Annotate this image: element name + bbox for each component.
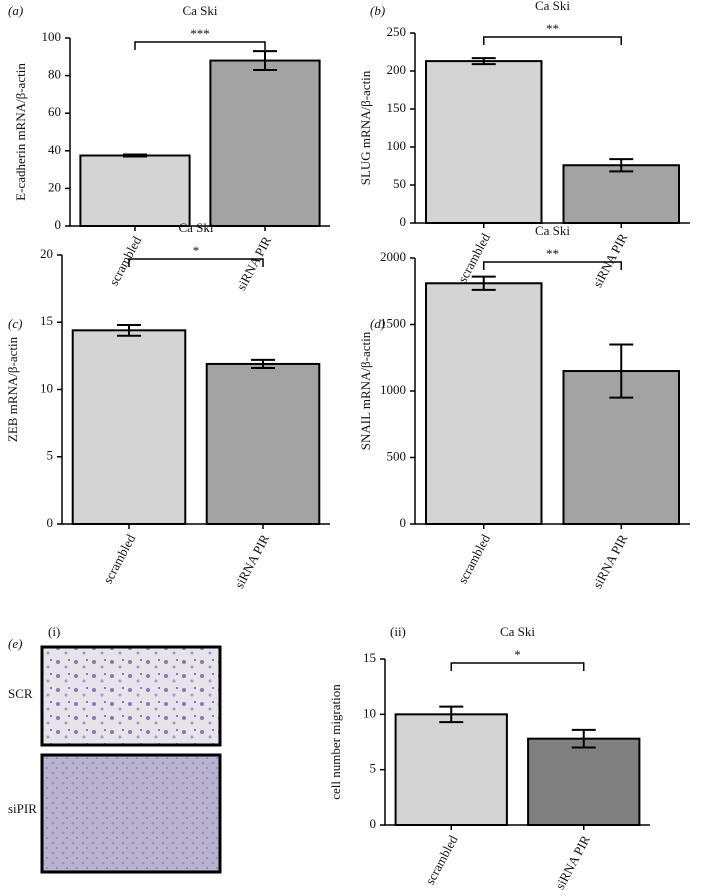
panel-label: (a) — [8, 3, 23, 18]
x-tick-label: scrambled — [106, 233, 145, 288]
y-axis-label: cell number migration — [328, 684, 343, 800]
significance-bracket — [134, 41, 266, 50]
significance: ** — [546, 21, 559, 36]
y-tick-label: 15 — [363, 650, 376, 665]
bar — [205, 362, 321, 525]
error-bar — [253, 50, 277, 71]
micrograph — [40, 645, 222, 747]
y-tick-label: 0 — [370, 816, 377, 831]
y-tick-label: 500 — [387, 448, 407, 463]
y-tick-label: 0 — [55, 217, 62, 232]
bar — [562, 164, 680, 225]
significance: * — [193, 243, 200, 258]
y-tick-label: 20 — [40, 246, 53, 261]
panel-label: (b) — [370, 3, 385, 18]
y-axis-label: E-cadherin mRNA/β-actin — [13, 63, 28, 201]
x-tick-label: siRNA PIR — [590, 531, 631, 590]
y-axis-label: SNAIL mRNA/β-actin — [358, 331, 373, 450]
axis — [61, 255, 330, 525]
y-tick-label: 1500 — [380, 315, 406, 330]
significance: ** — [546, 246, 559, 261]
y-tick-label: 10 — [363, 705, 376, 720]
y-tick-label: 1000 — [380, 382, 406, 397]
y-tick-label: 150 — [387, 100, 407, 115]
micrograph — [40, 753, 222, 874]
panel-sublabel: (i) — [48, 624, 60, 639]
bar — [71, 329, 187, 525]
axis — [69, 38, 330, 227]
y-tick-label: 80 — [48, 67, 61, 82]
axis — [384, 659, 650, 826]
y-tick-label: 10 — [40, 380, 53, 395]
error-bar — [571, 728, 596, 749]
error-bar — [123, 153, 147, 158]
chart-title: Ca Ski — [535, 0, 570, 13]
x-tick-label: siRNA PIR — [233, 233, 274, 292]
x-tick-label: scrambled — [422, 832, 461, 887]
x-tick-label: scrambled — [455, 531, 494, 586]
y-tick-label: 2000 — [380, 249, 406, 264]
error-bar — [609, 158, 634, 173]
chart-title: Ca Ski — [535, 223, 570, 238]
y-axis-label: ZEB mRNA/β-actin — [5, 336, 20, 442]
y-tick-label: 250 — [387, 24, 407, 39]
x-tick-label: siRNA PIR — [590, 230, 631, 289]
panel-label: (c) — [8, 316, 22, 331]
bar — [79, 154, 191, 227]
image-label: siPIR — [8, 801, 37, 816]
error-bar — [251, 358, 275, 369]
x-tick-label: siRNA PIR — [552, 832, 593, 891]
error-bar — [439, 705, 464, 724]
y-tick-label: 15 — [40, 313, 53, 328]
axis — [414, 33, 690, 224]
error-bar — [117, 323, 141, 337]
significance-bracket — [450, 662, 585, 671]
bar — [425, 60, 543, 225]
error-bar — [471, 275, 496, 291]
error-bar — [609, 343, 634, 399]
y-tick-label: 40 — [48, 142, 61, 157]
y-tick-label: 50 — [393, 176, 406, 191]
image-label: SCR — [8, 686, 33, 701]
bar — [425, 282, 543, 525]
y-tick-label: 100 — [387, 138, 407, 153]
y-tick-label: 5 — [47, 448, 54, 463]
y-tick-label: 0 — [47, 515, 54, 530]
panel-label: (ii) — [390, 624, 406, 639]
chart-title: Ca Ski — [182, 3, 217, 18]
y-tick-label: 0 — [400, 214, 407, 229]
x-tick-label: scrambled — [100, 531, 139, 586]
significance-bracket — [483, 261, 622, 270]
chart-title: Ca Ski — [500, 624, 535, 639]
bar — [209, 59, 321, 228]
y-axis-label: SLUG mRNA/β-actin — [358, 70, 373, 185]
axis — [414, 258, 690, 525]
bar — [527, 737, 641, 826]
chart-title: Ca Ski — [178, 220, 213, 235]
panel-label: (d) — [370, 316, 385, 331]
y-tick-label: 60 — [48, 104, 61, 119]
significance: * — [514, 647, 521, 662]
x-tick-label: siRNA PIR — [231, 531, 272, 590]
error-bar — [471, 57, 496, 66]
y-tick-label: 0 — [400, 515, 407, 530]
y-tick-label: 100 — [42, 29, 62, 44]
panel-label: (e) — [8, 636, 22, 651]
significance-bracket — [128, 258, 264, 267]
y-tick-label: 200 — [387, 62, 407, 77]
significance-bracket — [483, 36, 622, 45]
bar — [394, 713, 508, 826]
y-tick-label: 5 — [370, 761, 377, 776]
y-tick-label: 20 — [48, 179, 61, 194]
significance: *** — [190, 26, 210, 41]
